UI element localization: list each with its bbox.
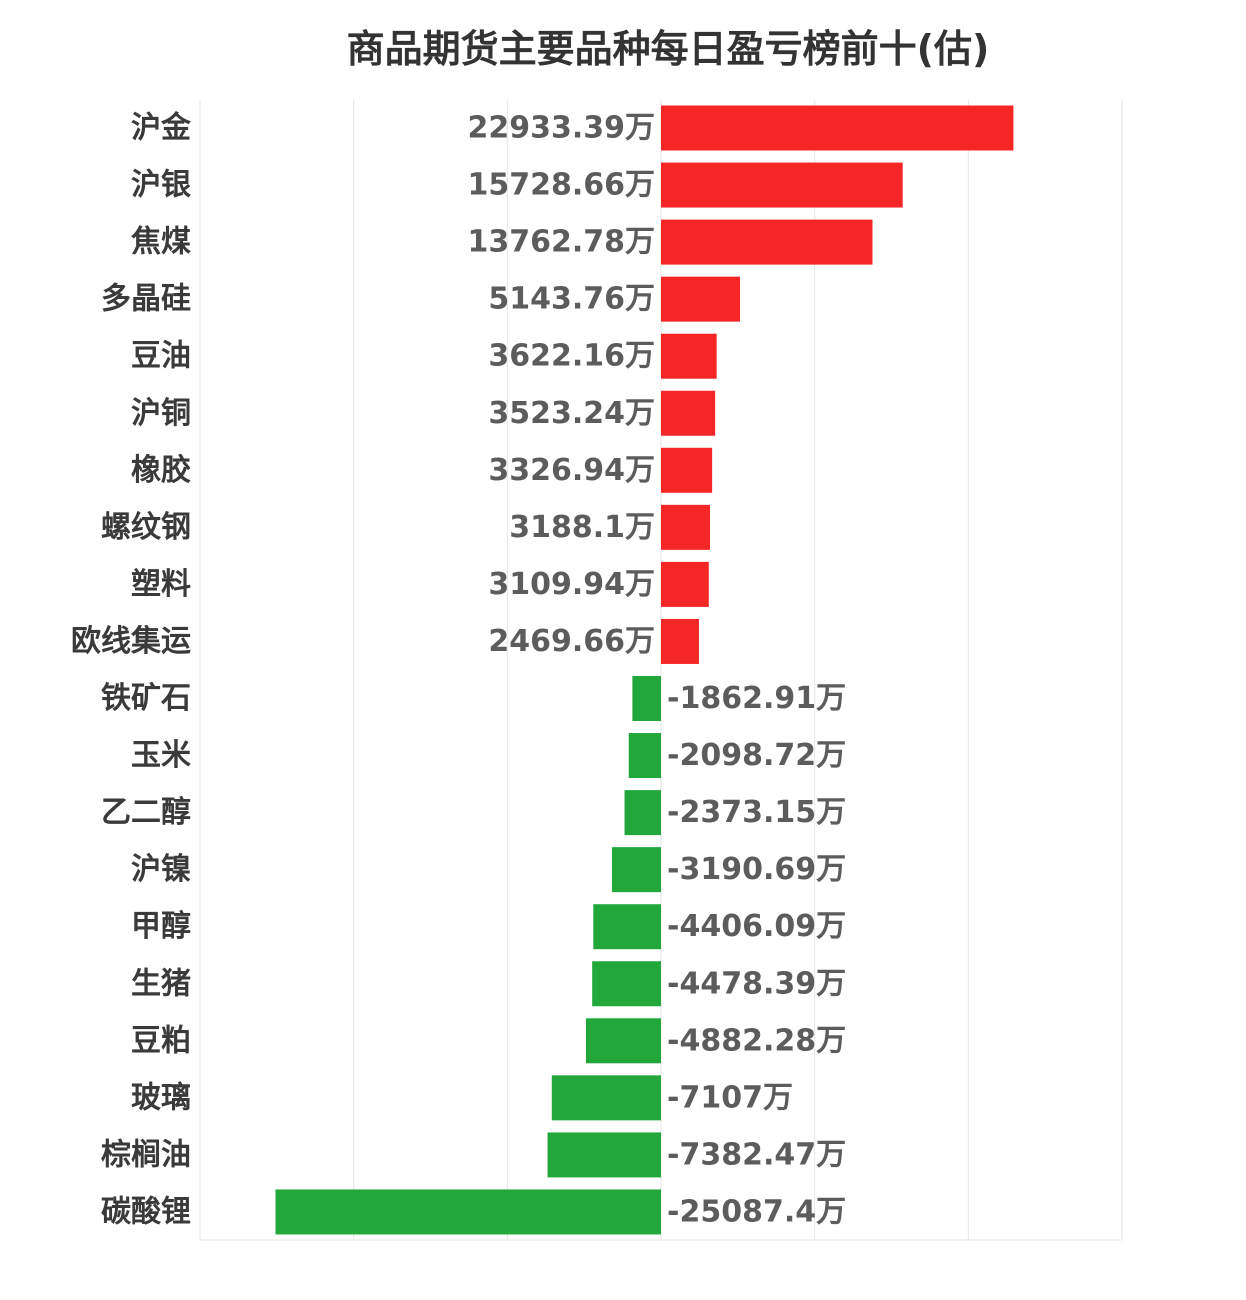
category-label: 欧线集运 [71, 624, 191, 659]
bar-1 [661, 105, 1014, 151]
value-label: 22933.39万 [467, 111, 655, 146]
bar-9 [661, 561, 709, 607]
category-label: 沪银 [131, 168, 191, 203]
value-label: -25087.4万 [667, 1194, 846, 1229]
bar-17 [585, 1018, 661, 1064]
value-label: 3326.94万 [488, 453, 655, 488]
bar-16 [592, 961, 661, 1007]
value-label: -4406.09万 [667, 909, 846, 944]
bar-2 [661, 162, 903, 208]
bar-12 [628, 733, 661, 779]
bars [275, 105, 1014, 1235]
bar-19 [547, 1132, 661, 1178]
bar-10 [661, 618, 699, 664]
bar-11 [632, 676, 661, 721]
category-labels: 沪金沪银焦煤多晶硅豆油沪铜橡胶螺纹钢塑料欧线集运铁矿石玉米乙二醇沪镍甲醇生猪豆粕… [71, 111, 192, 1230]
value-label: -7382.47万 [667, 1137, 846, 1172]
category-label: 玉米 [131, 738, 191, 773]
category-label: 玻璃 [131, 1080, 191, 1115]
category-label: 生猪 [131, 966, 191, 1001]
bar-13 [624, 790, 661, 836]
value-label: -3190.69万 [667, 852, 846, 887]
grid-lines [199, 100, 1123, 1241]
bar-14 [611, 847, 661, 893]
category-label: 豆油 [131, 339, 191, 374]
value-label: 5143.76万 [488, 282, 655, 317]
value-labels: 22933.39万 15728.66万 13762.78万 5143.76万 3622.… [467, 111, 846, 1230]
bar-5 [661, 333, 717, 379]
bar-15 [593, 904, 661, 950]
value-label: 2469.66万 [488, 624, 655, 659]
category-label: 豆粕 [131, 1023, 191, 1058]
bar-7 [661, 447, 713, 493]
bar-18 [551, 1075, 661, 1121]
value-label: -4882.28万 [667, 1023, 846, 1058]
bar-3 [661, 219, 873, 265]
value-label: 3109.94万 [488, 567, 655, 602]
category-label: 橡胶 [131, 453, 191, 488]
category-label: 沪镍 [131, 852, 191, 887]
category-label: 碳酸锂 [101, 1194, 191, 1229]
value-label: 3523.24万 [488, 396, 655, 431]
category-label: 铁矿石 [101, 681, 191, 716]
category-label: 沪铜 [131, 396, 191, 431]
category-label: 焦煤 [131, 225, 191, 260]
category-label: 甲醇 [131, 909, 191, 944]
chart-title: 商品期货主要品种每日盈亏榜前十(估) [346, 27, 990, 71]
value-label: -1862.91万 [667, 681, 846, 716]
category-label: 多晶硅 [101, 282, 191, 317]
value-label: 15728.66万 [467, 168, 655, 203]
value-label: 13762.78万 [467, 225, 655, 260]
bar-8 [661, 504, 710, 550]
bar-4 [661, 276, 741, 322]
category-label: 螺纹钢 [101, 510, 191, 545]
value-label: 3188.1万 [509, 510, 655, 545]
category-label: 塑料 [131, 567, 191, 602]
category-label: 棕榈油 [101, 1137, 191, 1172]
bar-20 [275, 1189, 661, 1235]
bar-6 [661, 390, 716, 436]
category-label: 沪金 [131, 111, 192, 146]
value-label: 3622.16万 [488, 339, 655, 374]
category-label: 乙二醇 [101, 795, 191, 830]
value-label: -7107万 [667, 1080, 793, 1115]
value-label: -4478.39万 [667, 966, 846, 1001]
value-label: -2098.72万 [667, 738, 846, 773]
value-label: -2373.15万 [667, 795, 846, 830]
